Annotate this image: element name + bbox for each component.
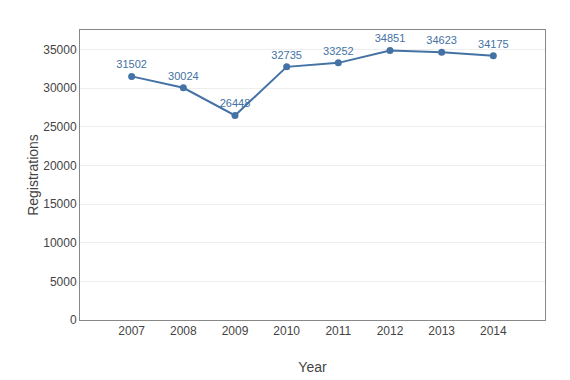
svg-text:2008: 2008 xyxy=(170,324,197,338)
svg-text:5000: 5000 xyxy=(50,275,77,289)
svg-text:2014: 2014 xyxy=(480,324,507,338)
svg-text:2010: 2010 xyxy=(273,324,300,338)
svg-text:34175: 34175 xyxy=(478,38,509,50)
svg-text:10000: 10000 xyxy=(43,236,77,250)
svg-text:2011: 2011 xyxy=(325,324,351,338)
svg-text:0: 0 xyxy=(70,313,77,327)
svg-text:15000: 15000 xyxy=(43,197,77,211)
svg-text:2007: 2007 xyxy=(118,324,145,338)
svg-text:25000: 25000 xyxy=(43,120,77,134)
svg-text:26448: 26448 xyxy=(220,97,251,109)
svg-text:2012: 2012 xyxy=(377,324,404,338)
svg-text:34623: 34623 xyxy=(426,34,457,46)
svg-text:2013: 2013 xyxy=(428,324,455,338)
svg-text:32735: 32735 xyxy=(271,49,302,61)
svg-text:34851: 34851 xyxy=(375,32,406,44)
svg-text:30000: 30000 xyxy=(43,81,77,95)
svg-text:20000: 20000 xyxy=(43,159,77,173)
svg-text:31502: 31502 xyxy=(116,58,147,70)
svg-text:Year: Year xyxy=(298,359,327,375)
svg-text:30024: 30024 xyxy=(168,70,199,82)
svg-text:2009: 2009 xyxy=(222,324,249,338)
svg-text:Registrations: Registrations xyxy=(25,134,41,216)
svg-text:33252: 33252 xyxy=(323,45,354,57)
svg-text:35000: 35000 xyxy=(43,43,77,57)
